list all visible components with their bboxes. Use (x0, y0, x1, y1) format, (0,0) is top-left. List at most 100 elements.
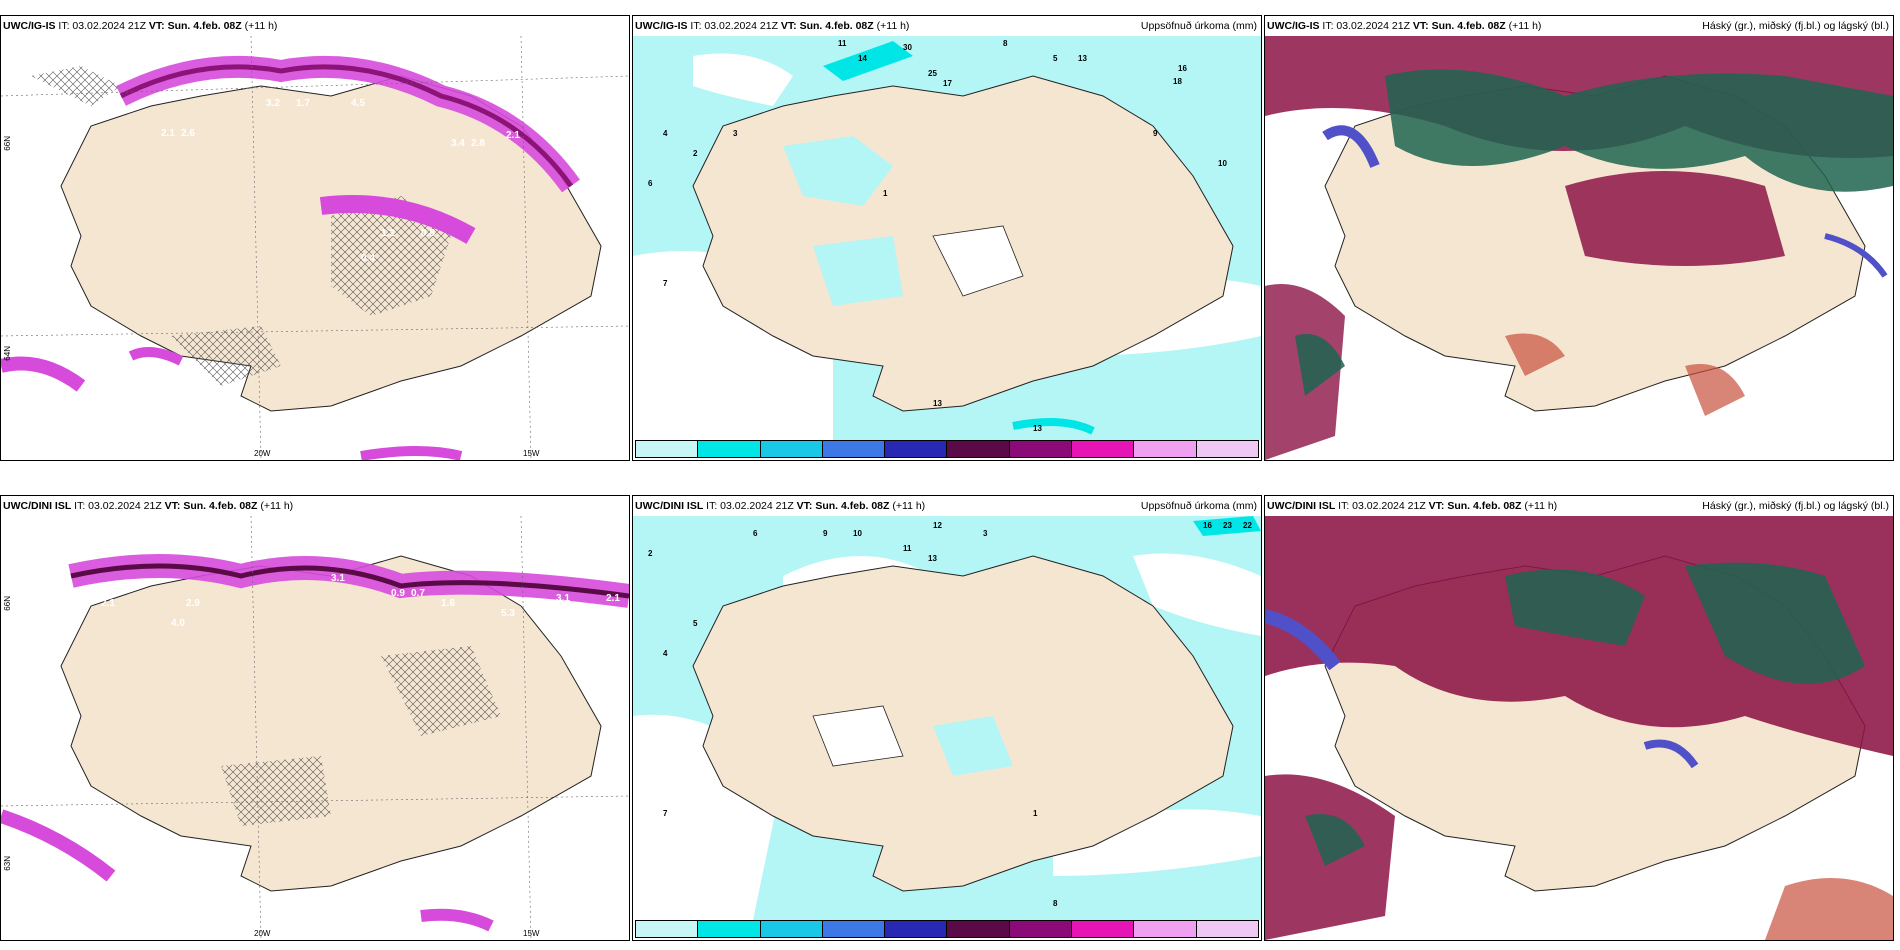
lon-label: 20W (254, 449, 271, 458)
legend-label: 10 (698, 460, 707, 461)
wind-label: 2.9 (431, 920, 445, 931)
wind-label: 4.0 (51, 878, 65, 889)
legend-swatch: 200 (1072, 441, 1135, 457)
legend-label: 25 (761, 940, 770, 941)
legend-label: 75 (885, 460, 894, 461)
wind-label: 3.1 (556, 593, 570, 604)
wind-label: 2.1 (506, 130, 520, 141)
wind-map: 2.1 4.0 2.9 3.1 0.9 0.7 1.6 5.3 3.1 2.1 … (1, 516, 629, 940)
wind-label: 3.4 (451, 138, 465, 149)
precip-label: 10 (1218, 159, 1227, 168)
precip-label: 7 (663, 809, 668, 818)
map-area (1265, 36, 1893, 460)
legend-swatch: 75 (885, 921, 948, 937)
precip-label: 2 (648, 549, 653, 558)
legend-swatch: 400 (1134, 921, 1197, 937)
precip-label: 23 (1223, 521, 1232, 530)
legend-label: 100 (947, 460, 960, 461)
panel-header: UWC/IG-IS IT: 03.02.2024 21Z VT: Sun. 4.… (3, 20, 278, 32)
precip-label: 4 (663, 649, 668, 658)
panel-title: Uppsöfnuð úrkoma (mm) (1140, 500, 1257, 512)
wind-label: 3.2 (266, 98, 280, 109)
lat-label: 63N (3, 856, 12, 871)
wind-label: 3.4 (101, 888, 115, 899)
precip-label: 22 (1243, 521, 1252, 530)
lat-label: 64N (3, 346, 12, 361)
precip-label: 1 (1033, 809, 1038, 818)
precip-label: 3 (733, 129, 738, 138)
precip-label: 13 (1078, 54, 1087, 63)
legend-swatch: 25 (760, 921, 823, 937)
legend-label: 50 (823, 940, 832, 941)
map-area: 11 30 14 25 17 8 5 13 16 18 4 2 3 6 9 1 … (633, 36, 1261, 440)
legend-swatch: 50 (822, 441, 886, 457)
panel-clouds-dini: UWC/DINI ISL IT: 03.02.2024 21Z VT: Sun.… (1264, 495, 1894, 941)
precip-legend: 110255075100150200400 (635, 440, 1259, 458)
panel-header: UWC/DINI ISL IT: 03.02.2024 21Z VT: Sun.… (1267, 500, 1558, 512)
precip-label: 16 (1178, 64, 1187, 73)
wind-label: 3.1 (331, 573, 345, 584)
wind-map: 2.1 2.6 3.2 1.7 4.5 3.4 2.8 2.1 3.6 3.0 … (1, 36, 629, 460)
lat-label: 66N (3, 596, 12, 611)
legend-swatch: 150 (1009, 921, 1073, 937)
precip-label: 8 (1053, 899, 1058, 908)
legend-label: 10 (698, 940, 707, 941)
precip-label: 8 (1003, 39, 1008, 48)
legend-swatch: 100 (947, 921, 1010, 937)
wind-label: 3.6 (11, 398, 25, 409)
panel-header: UWC/DINI ISL IT: 03.02.2024 21Z VT: Sun.… (3, 500, 294, 512)
map-area: 2.1 2.6 3.2 1.7 4.5 3.4 2.8 2.1 3.6 3.0 … (1, 36, 629, 460)
precip-label: 13 (933, 399, 942, 408)
wind-label: 1.7 (296, 98, 310, 109)
precip-label: 11 (838, 39, 847, 48)
legend-label: 75 (885, 940, 894, 941)
lat-label: 66N (3, 136, 12, 151)
panel-title: Háský (gr.), miðský (fj.bl.) og lágský (… (1702, 500, 1889, 512)
legend-swatch: 100 (947, 441, 1010, 457)
cloud-map (1265, 516, 1893, 940)
cloud-map (1265, 36, 1893, 460)
wind-label: 0.9 (391, 588, 405, 599)
panel-title: Háský (gr.), miðský (fj.bl.) og lágský (… (1702, 20, 1889, 32)
legend-swatch: 25 (760, 441, 823, 457)
wind-label: 3.6 (556, 138, 570, 149)
legend-label: 200 (1072, 460, 1085, 461)
panel-header: UWC/IG-IS IT: 03.02.2024 21Z VT: Sun. 4.… (635, 20, 910, 32)
precip-label: 7 (663, 279, 668, 288)
panel-wind-dini: UWC/DINI ISL IT: 03.02.2024 21Z VT: Sun.… (0, 495, 630, 941)
map-area (1265, 516, 1893, 940)
legend-swatch: 1 (636, 441, 699, 457)
panel-precip-dini: UWC/DINI ISL IT: 03.02.2024 21Z VT: Sun.… (632, 495, 1262, 941)
wind-label: 2.9 (186, 598, 200, 609)
precip-map: 6 9 10 12 11 3 13 16 23 22 2 4 5 1 8 7 (633, 516, 1261, 920)
legend-label: 100 (947, 940, 960, 941)
legend-label: 25 (761, 460, 770, 461)
legend-label: 1 (636, 940, 640, 941)
legend-swatch: 150 (1009, 441, 1073, 457)
lon-label: 20W (254, 929, 271, 938)
precip-label: 18 (1173, 77, 1182, 86)
legend-swatch (1196, 921, 1258, 937)
precip-label: 5 (693, 619, 698, 628)
legend-label: 150 (1010, 940, 1023, 941)
wind-label: 2.6 (181, 128, 195, 139)
legend-swatch: 10 (698, 441, 761, 457)
precip-label: 5 (1053, 54, 1058, 63)
precip-label: 6 (753, 529, 758, 538)
wind-label: 0.7 (411, 588, 425, 599)
panel-wind-ig: UWC/IG-IS IT: 03.02.2024 21Z VT: Sun. 4.… (0, 15, 630, 461)
lon-label: 15W (523, 929, 540, 938)
precip-label: 4 (663, 129, 668, 138)
wind-label: 0.4 (361, 253, 375, 264)
precip-label: 2 (693, 149, 698, 158)
legend-swatch: 200 (1072, 921, 1135, 937)
panel-clouds-ig: UWC/IG-IS IT: 03.02.2024 21Z VT: Sun. 4.… (1264, 15, 1894, 461)
panel-header: UWC/IG-IS IT: 03.02.2024 21Z VT: Sun. 4.… (1267, 20, 1542, 32)
precip-label: 11 (903, 544, 912, 553)
wind-label: 4.5 (351, 98, 365, 109)
lon-label: 15W (523, 449, 540, 458)
legend-swatch: 400 (1134, 441, 1197, 457)
wind-label: 2.1 (606, 593, 620, 604)
legend-swatch: 1 (636, 921, 699, 937)
wind-label: 2.8 (471, 138, 485, 149)
